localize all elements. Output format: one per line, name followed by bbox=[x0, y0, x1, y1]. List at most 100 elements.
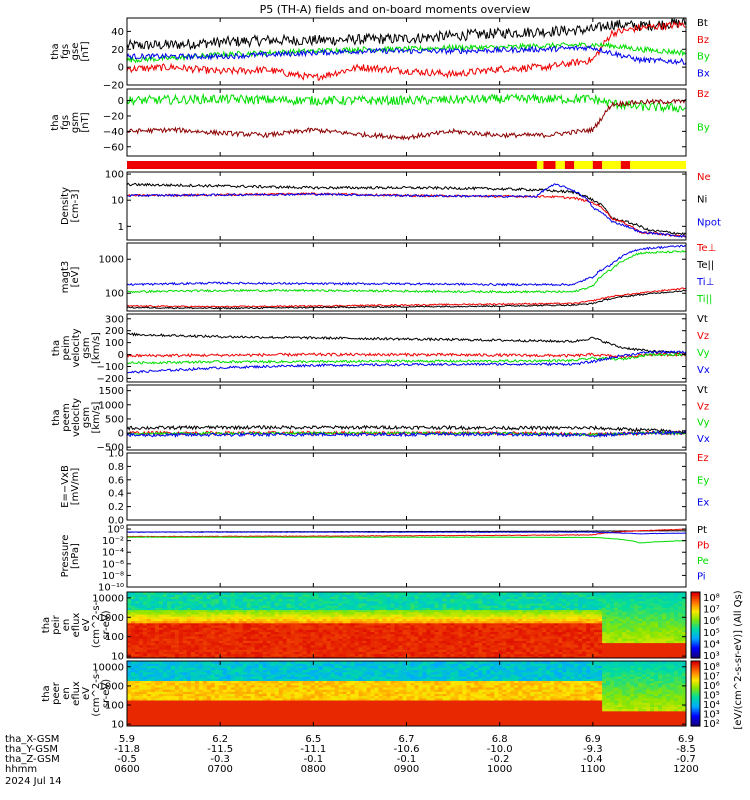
spectrogram-cell bbox=[142, 622, 148, 626]
spectrogram-cell bbox=[406, 655, 411, 658]
spectrogram-cell bbox=[154, 651, 160, 655]
spectrogram-cell bbox=[534, 631, 539, 635]
spectrogram-cell bbox=[658, 603, 663, 606]
spectrogram-cell bbox=[354, 611, 360, 615]
spectrogram-cell bbox=[238, 631, 244, 635]
spectrogram-cell bbox=[618, 605, 623, 608]
spectrogram-cell bbox=[502, 640, 507, 644]
spectrogram-cell bbox=[246, 607, 252, 611]
spectrogram-cell bbox=[462, 603, 467, 606]
spectrogram-cell bbox=[238, 609, 244, 613]
spectrogram-cell bbox=[558, 603, 563, 606]
axis-frame-fgs-gsm bbox=[126, 88, 687, 157]
spectrogram-cell bbox=[366, 629, 372, 633]
spectrogram-cell bbox=[670, 647, 675, 650]
spectrogram-cell bbox=[158, 702, 164, 705]
spectrogram-cell bbox=[430, 609, 435, 613]
spectrogram-cell bbox=[502, 616, 507, 619]
spectrogram-cell bbox=[462, 618, 467, 622]
spectrogram-cell bbox=[170, 661, 176, 664]
series-peim-Vx bbox=[127, 350, 686, 374]
spectrogram-cell bbox=[662, 640, 667, 644]
legend-efield-2: Ex bbox=[697, 498, 709, 509]
spectrogram-cell bbox=[174, 640, 180, 644]
spectrogram-cell bbox=[530, 594, 535, 597]
spectrogram-cell bbox=[662, 625, 667, 628]
spectrogram-cell bbox=[210, 605, 216, 608]
spectrogram-cell bbox=[434, 653, 439, 657]
spectrogram-cell bbox=[346, 598, 352, 602]
spectrogram-cell bbox=[274, 644, 280, 648]
spectrogram-cell bbox=[258, 640, 264, 644]
legend-peim-1: Vz bbox=[697, 331, 709, 342]
spectrogram-cell bbox=[154, 713, 160, 716]
spectrogram-cell bbox=[154, 611, 160, 615]
spectrogram-cell bbox=[390, 605, 396, 608]
spectrogram-cell bbox=[226, 644, 232, 648]
spectrogram-cell bbox=[246, 622, 252, 626]
spectrogram-cell bbox=[590, 627, 595, 630]
spectrogram-cell bbox=[174, 594, 180, 597]
spectrogram-cell bbox=[322, 607, 328, 611]
spectrogram-cell bbox=[518, 598, 523, 602]
spectrogram-cell bbox=[658, 633, 663, 637]
spectrogram-cell bbox=[474, 607, 479, 611]
spectrogram-cell bbox=[642, 653, 647, 657]
spectrogram-cell bbox=[662, 642, 667, 646]
spectrogram-cell bbox=[134, 609, 140, 613]
spectrogram-cell bbox=[602, 638, 607, 641]
spectrogram-cell bbox=[262, 594, 268, 597]
spectrogram-cell bbox=[198, 647, 204, 650]
y-axis-label: [mV/m] bbox=[70, 468, 81, 506]
spectrogram-cell bbox=[446, 600, 451, 604]
spectrogram-cell bbox=[250, 592, 256, 595]
spectrogram-cell bbox=[266, 596, 272, 600]
spectrogram-cell bbox=[146, 671, 152, 675]
y-tick-label: 10⁻⁴ bbox=[102, 548, 124, 559]
spectrogram-cell bbox=[154, 609, 160, 613]
spectrogram-cell bbox=[130, 665, 136, 668]
spectrogram-cell bbox=[326, 598, 332, 602]
spectrogram-cell bbox=[274, 653, 280, 657]
spectrogram-cell bbox=[222, 592, 228, 595]
spectrogram-cell bbox=[598, 629, 603, 633]
spectrogram-cell bbox=[610, 636, 615, 639]
y-tick-label: 1000 bbox=[99, 613, 124, 624]
spectrogram-cell bbox=[654, 638, 659, 641]
spectrogram-cell bbox=[670, 600, 675, 604]
spectrogram-cell bbox=[134, 671, 140, 675]
spectrogram-cell bbox=[170, 611, 176, 615]
spectrogram-cell bbox=[202, 640, 208, 644]
spectrogram-cell bbox=[406, 598, 411, 602]
spectrogram-cell bbox=[514, 598, 519, 602]
spectrogram-cell bbox=[490, 594, 495, 597]
spectrogram-cell bbox=[206, 609, 212, 613]
spectrogram-cell bbox=[634, 603, 639, 606]
spectrogram-cell bbox=[378, 603, 384, 606]
spectrogram-cell bbox=[166, 647, 172, 650]
spectrogram-cell bbox=[458, 642, 463, 646]
spectrogram-cell bbox=[586, 636, 591, 639]
spectrogram-cell bbox=[654, 616, 659, 619]
spectrogram-cell bbox=[518, 627, 523, 630]
spectrogram-cell bbox=[206, 620, 212, 624]
spectrogram-cell bbox=[242, 616, 248, 619]
spectrogram-cell bbox=[162, 609, 168, 613]
spectrogram-cell bbox=[502, 655, 507, 658]
spectrogram-cell bbox=[606, 616, 611, 619]
spectrogram-cell bbox=[294, 627, 300, 630]
spectrogram-cell bbox=[370, 649, 376, 652]
spectrogram-cell bbox=[170, 667, 176, 671]
spectrogram-cell bbox=[614, 638, 619, 641]
spectrogram-cell bbox=[127, 680, 132, 684]
spectrogram-cell bbox=[158, 689, 164, 692]
spectrogram-cell bbox=[598, 596, 603, 600]
spectrogram-cell bbox=[566, 631, 571, 635]
spectrogram-cell bbox=[478, 647, 483, 650]
spectrogram-cell bbox=[150, 638, 156, 641]
spectrogram-cell bbox=[298, 644, 304, 648]
spectrogram-cell bbox=[174, 609, 180, 613]
spectrogram-cell bbox=[558, 607, 563, 611]
spectrogram-cell bbox=[426, 598, 431, 602]
spectrogram-cell bbox=[510, 649, 515, 652]
